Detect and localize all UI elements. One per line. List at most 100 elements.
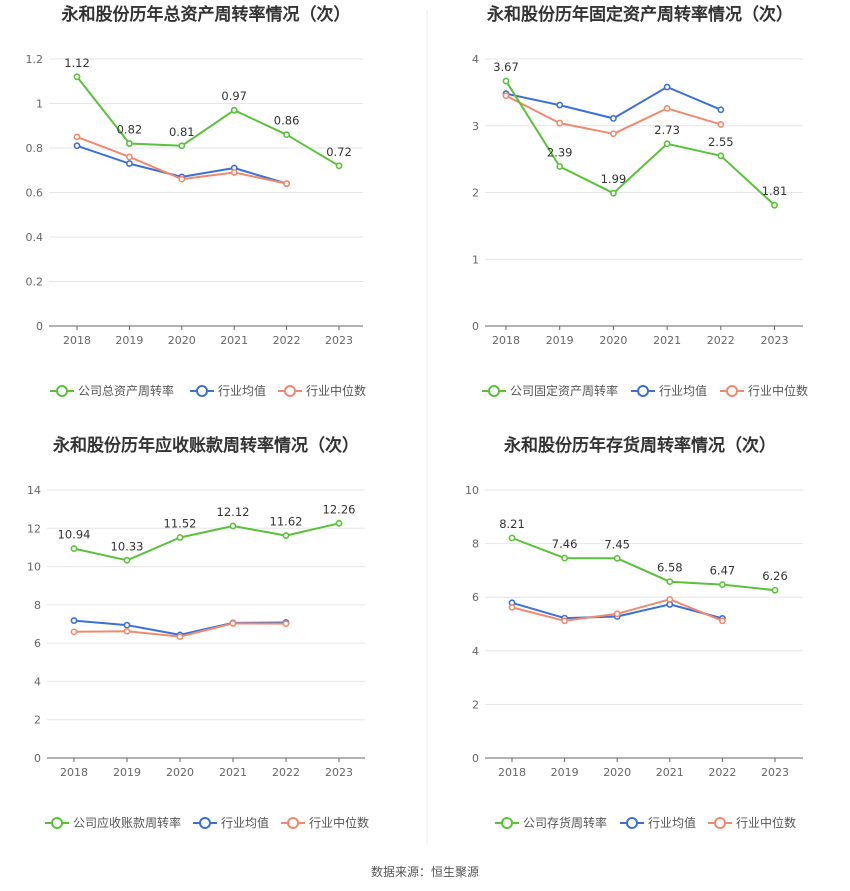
chart-title: 永和股份历年应收账款周转率情况（次） (52, 435, 359, 456)
data-label: 11.62 (270, 515, 303, 529)
data-point-avg (123, 621, 131, 629)
data-label: 7.46 (552, 537, 578, 551)
legend-item-company[interactable]: 公司应收账款周转率 (45, 815, 181, 830)
data-point-median (556, 119, 564, 127)
legend-item-avg[interactable]: 行业均值 (620, 815, 696, 830)
y-tick-label: 0 (472, 320, 479, 333)
legend-marker (287, 817, 299, 829)
x-tick-label: 2022 (708, 766, 736, 779)
data-point-median (666, 595, 674, 603)
legend-item-avg[interactable]: 行业均值 (190, 383, 266, 398)
legend-item-company[interactable]: 公司总资产周转率 (50, 383, 174, 398)
legend-marker (284, 385, 296, 397)
series-line-company (76, 76, 340, 167)
data-label: 7.45 (604, 537, 630, 551)
legend-item-company[interactable]: 公司存货周转率 (495, 815, 607, 830)
x-tick-label: 2022 (707, 334, 735, 347)
x-tick-label: 2022 (273, 334, 301, 347)
data-point-company (663, 140, 671, 148)
data-point-avg (70, 617, 78, 624)
data-point-company (178, 142, 186, 150)
data-point-company (230, 106, 238, 114)
legend-marker (51, 817, 63, 829)
legend-label: 行业均值 (659, 383, 707, 398)
data-point-company (335, 162, 343, 170)
data-point-company (282, 532, 290, 539)
y-tick-label: 14 (27, 484, 41, 497)
x-tick-label: 2020 (603, 766, 631, 779)
data-label: 6.47 (710, 564, 736, 578)
data-point-median (717, 121, 725, 128)
data-point-median (229, 620, 237, 627)
data-point-median (663, 104, 671, 112)
chart-title: 永和股份历年总资产周转率情况（次） (61, 4, 351, 25)
y-tick-label: 10 (27, 561, 41, 574)
data-point-company (123, 556, 131, 564)
data-point-median (283, 180, 290, 187)
y-tick-label: 4 (472, 53, 479, 66)
legend-label: 行业中位数 (306, 383, 366, 398)
data-point-company (613, 554, 621, 562)
chart-panel-4: 永和股份历年存货周转率情况（次） 0 2 4 6 8 10 2018 2019 2020 2021 2… (465, 435, 803, 830)
legend-item-avg[interactable]: 行业均值 (193, 815, 269, 830)
legend-marker (637, 385, 649, 397)
y-tick-label: 3 (472, 120, 479, 133)
y-tick-label: 4 (472, 645, 479, 658)
legend-label: 行业均值 (218, 383, 266, 398)
legend-item-avg[interactable]: 行业均值 (631, 383, 707, 398)
legend-item-median[interactable]: 行业中位数 (278, 383, 366, 398)
data-point-median (610, 130, 617, 138)
chart-panel-3: 永和股份历年应收账款周转率情况（次） 0 2 4 6 8 10 12 14 2018 2019 202… (27, 435, 369, 830)
legend-item-company[interactable]: 公司固定资产周转率 (482, 383, 618, 398)
data-point-median (70, 628, 78, 636)
data-point-median (176, 633, 184, 641)
data-point-company (561, 554, 568, 562)
data-label: 6.58 (657, 561, 683, 575)
y-tick-label: 0 (34, 752, 41, 765)
data-point-median (561, 617, 568, 625)
series-line-company (505, 80, 776, 206)
data-point-company (125, 140, 133, 147)
data-point-company (335, 519, 343, 527)
legend-marker (726, 385, 738, 397)
legend-item-median[interactable]: 行业中位数 (281, 815, 369, 830)
y-tick-label: 1 (36, 98, 43, 111)
legend-marker (199, 817, 211, 829)
legend-label: 行业中位数 (309, 815, 369, 830)
legend-label: 公司应收账款周转率 (73, 815, 181, 830)
legend-marker (626, 817, 638, 829)
legend-marker (56, 385, 68, 397)
legend-item-median[interactable]: 行业中位数 (720, 383, 808, 398)
x-tick-label: 2021 (219, 766, 247, 779)
legend-item-median[interactable]: 行业中位数 (708, 815, 796, 830)
legend-label: 行业均值 (221, 815, 269, 830)
chart-panel-2: 永和股份历年固定资产周转率情况（次） 0 1 2 3 4 2018 2019 2020 2021 2… (472, 4, 808, 398)
data-point-avg (610, 115, 617, 122)
x-tick-label: 2019 (115, 334, 143, 347)
series-line-company (73, 522, 340, 562)
data-point-company (771, 201, 778, 209)
y-tick-label: 0.6 (26, 187, 44, 200)
data-point-median (508, 603, 516, 611)
data-point-median (502, 92, 510, 100)
data-point-avg (717, 106, 725, 114)
data-label: 10.33 (111, 539, 144, 553)
x-tick-label: 2019 (546, 334, 574, 347)
data-point-company (229, 522, 237, 530)
data-point-company (176, 534, 184, 541)
y-tick-label: 2 (472, 187, 479, 200)
y-tick-label: 6 (472, 591, 479, 604)
data-point-company (508, 534, 516, 542)
data-point-company (717, 152, 725, 160)
data-label: 3.67 (493, 60, 519, 74)
legend-marker (714, 817, 726, 829)
data-point-median (123, 627, 131, 635)
x-tick-label: 2019 (113, 766, 141, 779)
data-point-company (502, 77, 510, 85)
data-point-avg (663, 83, 671, 91)
chart-title: 永和股份历年固定资产周转率情况（次） (486, 4, 793, 25)
data-point-median (125, 153, 133, 161)
data-point-company (70, 545, 78, 552)
x-tick-label: 2018 (63, 334, 91, 347)
